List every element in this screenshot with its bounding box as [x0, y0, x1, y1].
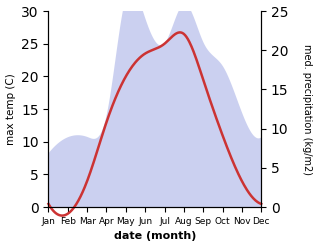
Y-axis label: med. precipitation (kg/m2): med. precipitation (kg/m2) [302, 44, 313, 175]
Y-axis label: max temp (C): max temp (C) [5, 73, 16, 145]
X-axis label: date (month): date (month) [114, 231, 196, 242]
